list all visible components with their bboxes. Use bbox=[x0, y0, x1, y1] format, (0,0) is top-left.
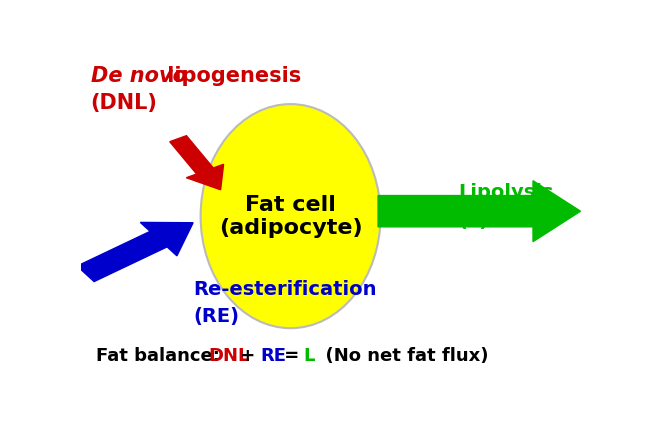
Text: (RE): (RE) bbox=[193, 307, 239, 326]
Text: Fat balance:: Fat balance: bbox=[95, 347, 226, 365]
FancyArrow shape bbox=[378, 181, 580, 242]
Text: L: L bbox=[304, 347, 315, 365]
Text: +: + bbox=[234, 347, 262, 365]
Text: (No net fat flux): (No net fat flux) bbox=[313, 347, 488, 365]
FancyArrow shape bbox=[77, 223, 193, 282]
Text: (L): (L) bbox=[458, 211, 488, 230]
Text: DNL: DNL bbox=[208, 347, 250, 365]
Text: RE: RE bbox=[261, 347, 286, 365]
FancyArrow shape bbox=[170, 136, 224, 190]
Ellipse shape bbox=[201, 104, 381, 328]
Text: Fat cell
(adipocyte): Fat cell (adipocyte) bbox=[219, 195, 362, 238]
Text: lipogenesis: lipogenesis bbox=[159, 66, 301, 86]
Text: Lipolysis: Lipolysis bbox=[458, 183, 553, 202]
Text: Re-esterification: Re-esterification bbox=[193, 280, 377, 300]
Text: De novo: De novo bbox=[90, 66, 186, 86]
Text: (DNL): (DNL) bbox=[90, 92, 157, 113]
Text: =: = bbox=[278, 347, 305, 365]
